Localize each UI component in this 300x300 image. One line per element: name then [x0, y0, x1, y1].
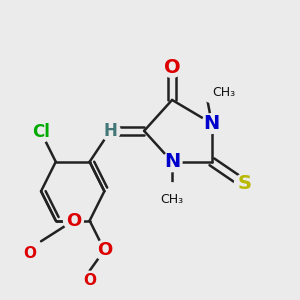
Text: CH₃: CH₃ — [212, 86, 235, 99]
Circle shape — [64, 211, 83, 231]
Text: O: O — [66, 212, 81, 230]
Text: O: O — [97, 241, 112, 259]
Circle shape — [162, 183, 182, 202]
Circle shape — [94, 240, 114, 260]
Text: Cl: Cl — [32, 123, 50, 141]
Circle shape — [162, 58, 182, 77]
Text: H: H — [103, 122, 117, 140]
Text: O: O — [164, 58, 180, 77]
Text: N: N — [204, 114, 220, 133]
Circle shape — [81, 271, 98, 289]
Circle shape — [202, 83, 222, 103]
Circle shape — [234, 174, 254, 194]
Circle shape — [162, 152, 182, 172]
Text: N: N — [164, 152, 180, 171]
Text: O: O — [23, 246, 36, 261]
Circle shape — [100, 121, 120, 141]
Circle shape — [31, 122, 51, 142]
Circle shape — [20, 245, 38, 262]
Circle shape — [202, 114, 222, 134]
Text: O: O — [83, 273, 96, 288]
Text: S: S — [237, 174, 251, 194]
Text: CH₃: CH₃ — [160, 193, 184, 206]
